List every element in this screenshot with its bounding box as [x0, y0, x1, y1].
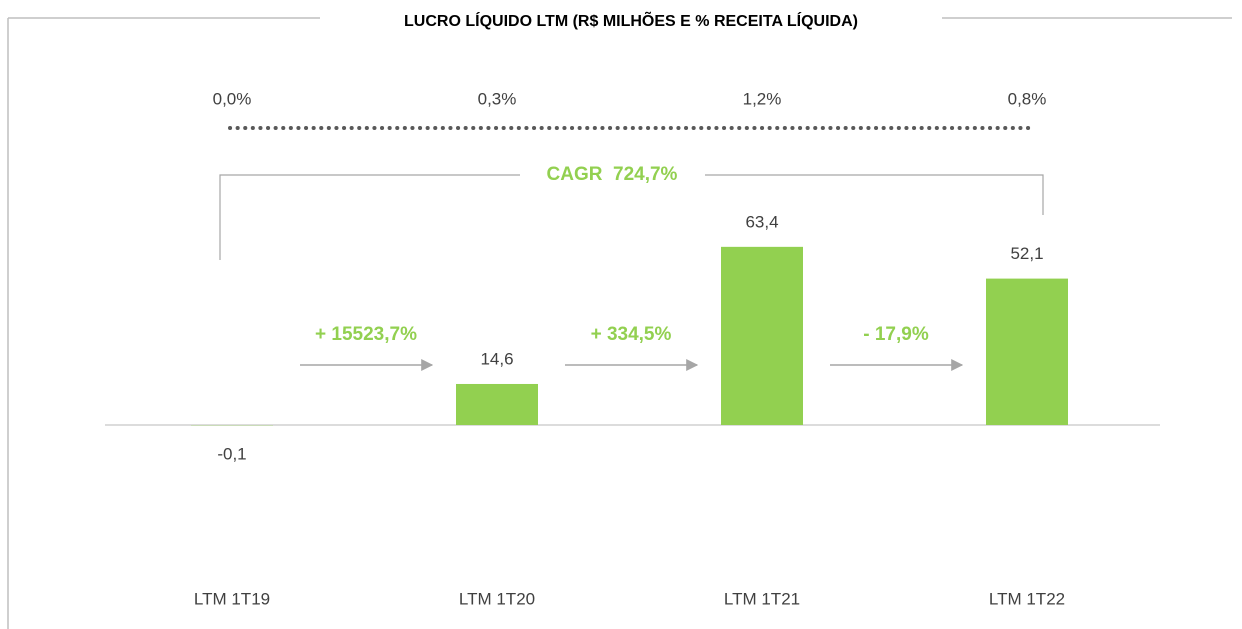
growth-label: - 17,9%: [863, 324, 929, 345]
margin-label: 0,3%: [478, 89, 517, 108]
x-tick-label: LTM 1T21: [724, 589, 800, 608]
data-label: 14,6: [480, 349, 513, 368]
margin-label: 0,8%: [1008, 89, 1047, 108]
x-tick-label: LTM 1T20: [459, 589, 535, 608]
x-tick-label: LTM 1T22: [989, 589, 1065, 608]
growth-label: + 334,5%: [591, 324, 672, 345]
margin-label: 1,2%: [743, 89, 782, 108]
cagr-bracket: [219, 174, 520, 260]
cagr-bracket: [705, 174, 1044, 215]
data-label: -0,1: [217, 444, 246, 463]
growth-label: + 15523,7%: [315, 324, 417, 345]
bar: [986, 278, 1068, 425]
x-tick-label: LTM 1T19: [194, 589, 270, 608]
data-label: 63,4: [745, 212, 778, 231]
cagr-label: CAGR 724,7%: [547, 164, 678, 185]
data-label: 52,1: [1010, 244, 1043, 263]
bar: [721, 246, 803, 425]
chart-title: LUCRO LÍQUIDO LTM (R$ MILHÕES E % RECEIT…: [404, 10, 858, 30]
bar: [456, 383, 538, 425]
margin-label: 0,0%: [213, 89, 252, 108]
